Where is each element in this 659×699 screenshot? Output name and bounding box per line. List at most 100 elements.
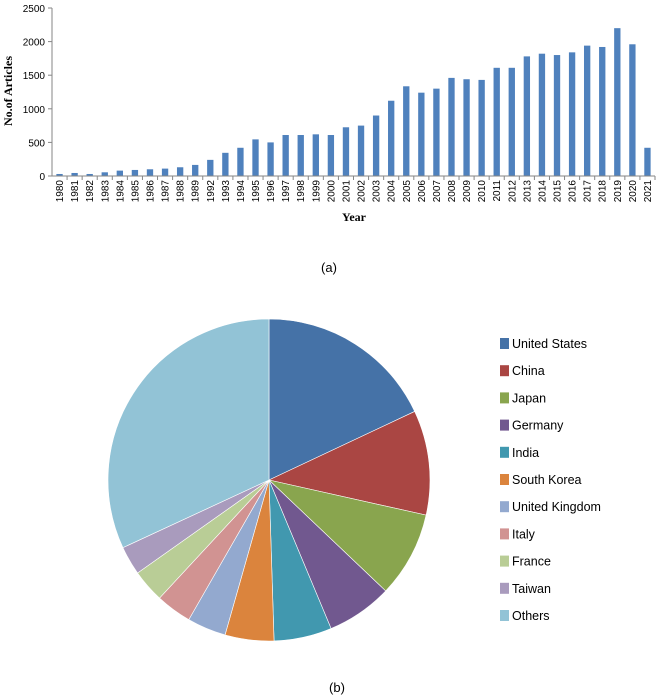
x-tick-label: 1984 xyxy=(115,180,126,203)
legend-item-france: France xyxy=(500,555,551,569)
bar-1985 xyxy=(131,169,139,176)
bar-1994 xyxy=(237,147,244,176)
x-tick-label: 2006 xyxy=(417,180,428,203)
axes xyxy=(48,7,656,180)
legend-swatch xyxy=(500,555,509,567)
legend-item-united-states: United States xyxy=(500,337,587,351)
legend-swatch xyxy=(500,582,509,594)
x-tick-label: 2013 xyxy=(522,180,533,203)
caption-b: (b) xyxy=(329,680,345,695)
x-tick-label: 1994 xyxy=(236,180,247,203)
x-tick-label: 2014 xyxy=(537,180,548,203)
bar-2016 xyxy=(568,52,576,176)
x-tick-label: 1988 xyxy=(176,180,187,203)
bar-2001 xyxy=(342,127,350,176)
x-tick-label: 1989 xyxy=(191,180,202,203)
x-tick-label: 1998 xyxy=(296,180,307,203)
legend-swatch xyxy=(500,610,509,621)
legend-item-india: India xyxy=(500,446,539,460)
pie-slice-china xyxy=(268,411,431,516)
y-tick-label: 1000 xyxy=(23,105,46,116)
legend-label: Taiwan xyxy=(512,582,551,596)
y-tick-label: 2000 xyxy=(23,38,46,49)
bar-2011 xyxy=(493,67,500,176)
legend-item-china: China xyxy=(500,364,545,378)
bar-1992 xyxy=(207,159,214,176)
x-tick-label: 2005 xyxy=(402,180,413,203)
bar-1996 xyxy=(267,142,274,176)
x-tick-label: 2007 xyxy=(432,180,443,203)
bar-1998 xyxy=(297,135,304,176)
legend-label: Japan xyxy=(512,391,546,405)
bar-1980 xyxy=(56,173,63,176)
x-tick-label: 2021 xyxy=(643,180,654,203)
bar-1981 xyxy=(71,172,78,176)
legend-swatch xyxy=(500,338,509,349)
x-tick-label: 2019 xyxy=(613,180,624,203)
legend-swatch xyxy=(500,474,509,485)
x-tick-label: 2003 xyxy=(372,180,383,203)
x-tick-label: 1987 xyxy=(161,180,172,203)
x-tick-label: 1997 xyxy=(281,180,292,203)
x-tick-label: 1983 xyxy=(100,180,111,203)
legend-item-south-korea: South Korea xyxy=(500,473,582,487)
pie-slice-united-states xyxy=(268,318,416,481)
x-tick-label: 2001 xyxy=(341,180,352,203)
bar-1995 xyxy=(252,139,259,176)
bar-1999 xyxy=(312,134,319,176)
x-tick-label: 2010 xyxy=(477,180,488,203)
bar-1997 xyxy=(282,135,289,176)
bar-2000 xyxy=(327,135,335,176)
legend-item-united-kingdom: United Kingdom xyxy=(500,500,601,514)
x-tick-labels: 1980 1981 1982 1983 1984 1985 1986 1987 1988 1989… xyxy=(55,180,654,203)
bars xyxy=(56,28,651,177)
bar-1989 xyxy=(192,164,199,176)
legend-swatch xyxy=(500,528,509,540)
legend-label: India xyxy=(512,446,539,460)
y-tick-label: 1500 xyxy=(23,71,46,82)
bar-2005 xyxy=(403,86,410,176)
x-tick-label: 1981 xyxy=(70,180,81,203)
x-tick-label: 2016 xyxy=(568,180,579,203)
x-tick-label: 1995 xyxy=(251,180,262,203)
bar-1993 xyxy=(222,152,229,176)
x-tick-label: 1985 xyxy=(130,180,141,203)
x-tick-label: 2020 xyxy=(628,180,639,203)
bar-2021 xyxy=(644,147,651,176)
legend-label: United Kingdom xyxy=(512,500,601,514)
pie-slice-others xyxy=(107,318,270,549)
legend-swatch xyxy=(500,419,509,431)
x-tick-label: 2015 xyxy=(553,180,564,203)
x-tick-label: 2011 xyxy=(492,180,503,202)
bar-1986 xyxy=(146,169,154,176)
bar-2002 xyxy=(357,125,365,176)
x-tick-label: 1996 xyxy=(266,180,277,203)
legend-item-others: Others xyxy=(500,609,550,623)
bar-2020 xyxy=(629,44,636,177)
bar-2009 xyxy=(463,79,470,176)
bar-2004 xyxy=(388,100,395,176)
legend-label: France xyxy=(512,555,551,569)
bar-2012 xyxy=(508,67,515,176)
bar-2003 xyxy=(372,115,380,176)
x-tick-label: 2004 xyxy=(387,180,398,203)
x-tick-label: 1999 xyxy=(311,180,322,203)
x-tick-label: 2012 xyxy=(507,180,518,203)
x-tick-label: 2002 xyxy=(357,180,368,203)
x-tick-label: 2017 xyxy=(583,180,594,203)
bar-2019 xyxy=(614,28,621,176)
x-tick-label: 1980 xyxy=(55,180,66,203)
x-tick-label: 2009 xyxy=(462,180,473,203)
legend-item-italy: Italy xyxy=(500,527,536,541)
legend-item-germany: Germany xyxy=(500,419,564,433)
bar-2008 xyxy=(448,77,455,176)
x-tick-label: 2000 xyxy=(326,180,337,203)
bar-1987 xyxy=(161,168,169,176)
bar-1984 xyxy=(116,170,124,176)
x-tick-label: 1993 xyxy=(221,180,232,203)
bar-2010 xyxy=(478,79,485,176)
bar-2013 xyxy=(523,56,531,176)
legend-label: South Korea xyxy=(512,473,582,487)
bar-2006 xyxy=(418,92,425,176)
